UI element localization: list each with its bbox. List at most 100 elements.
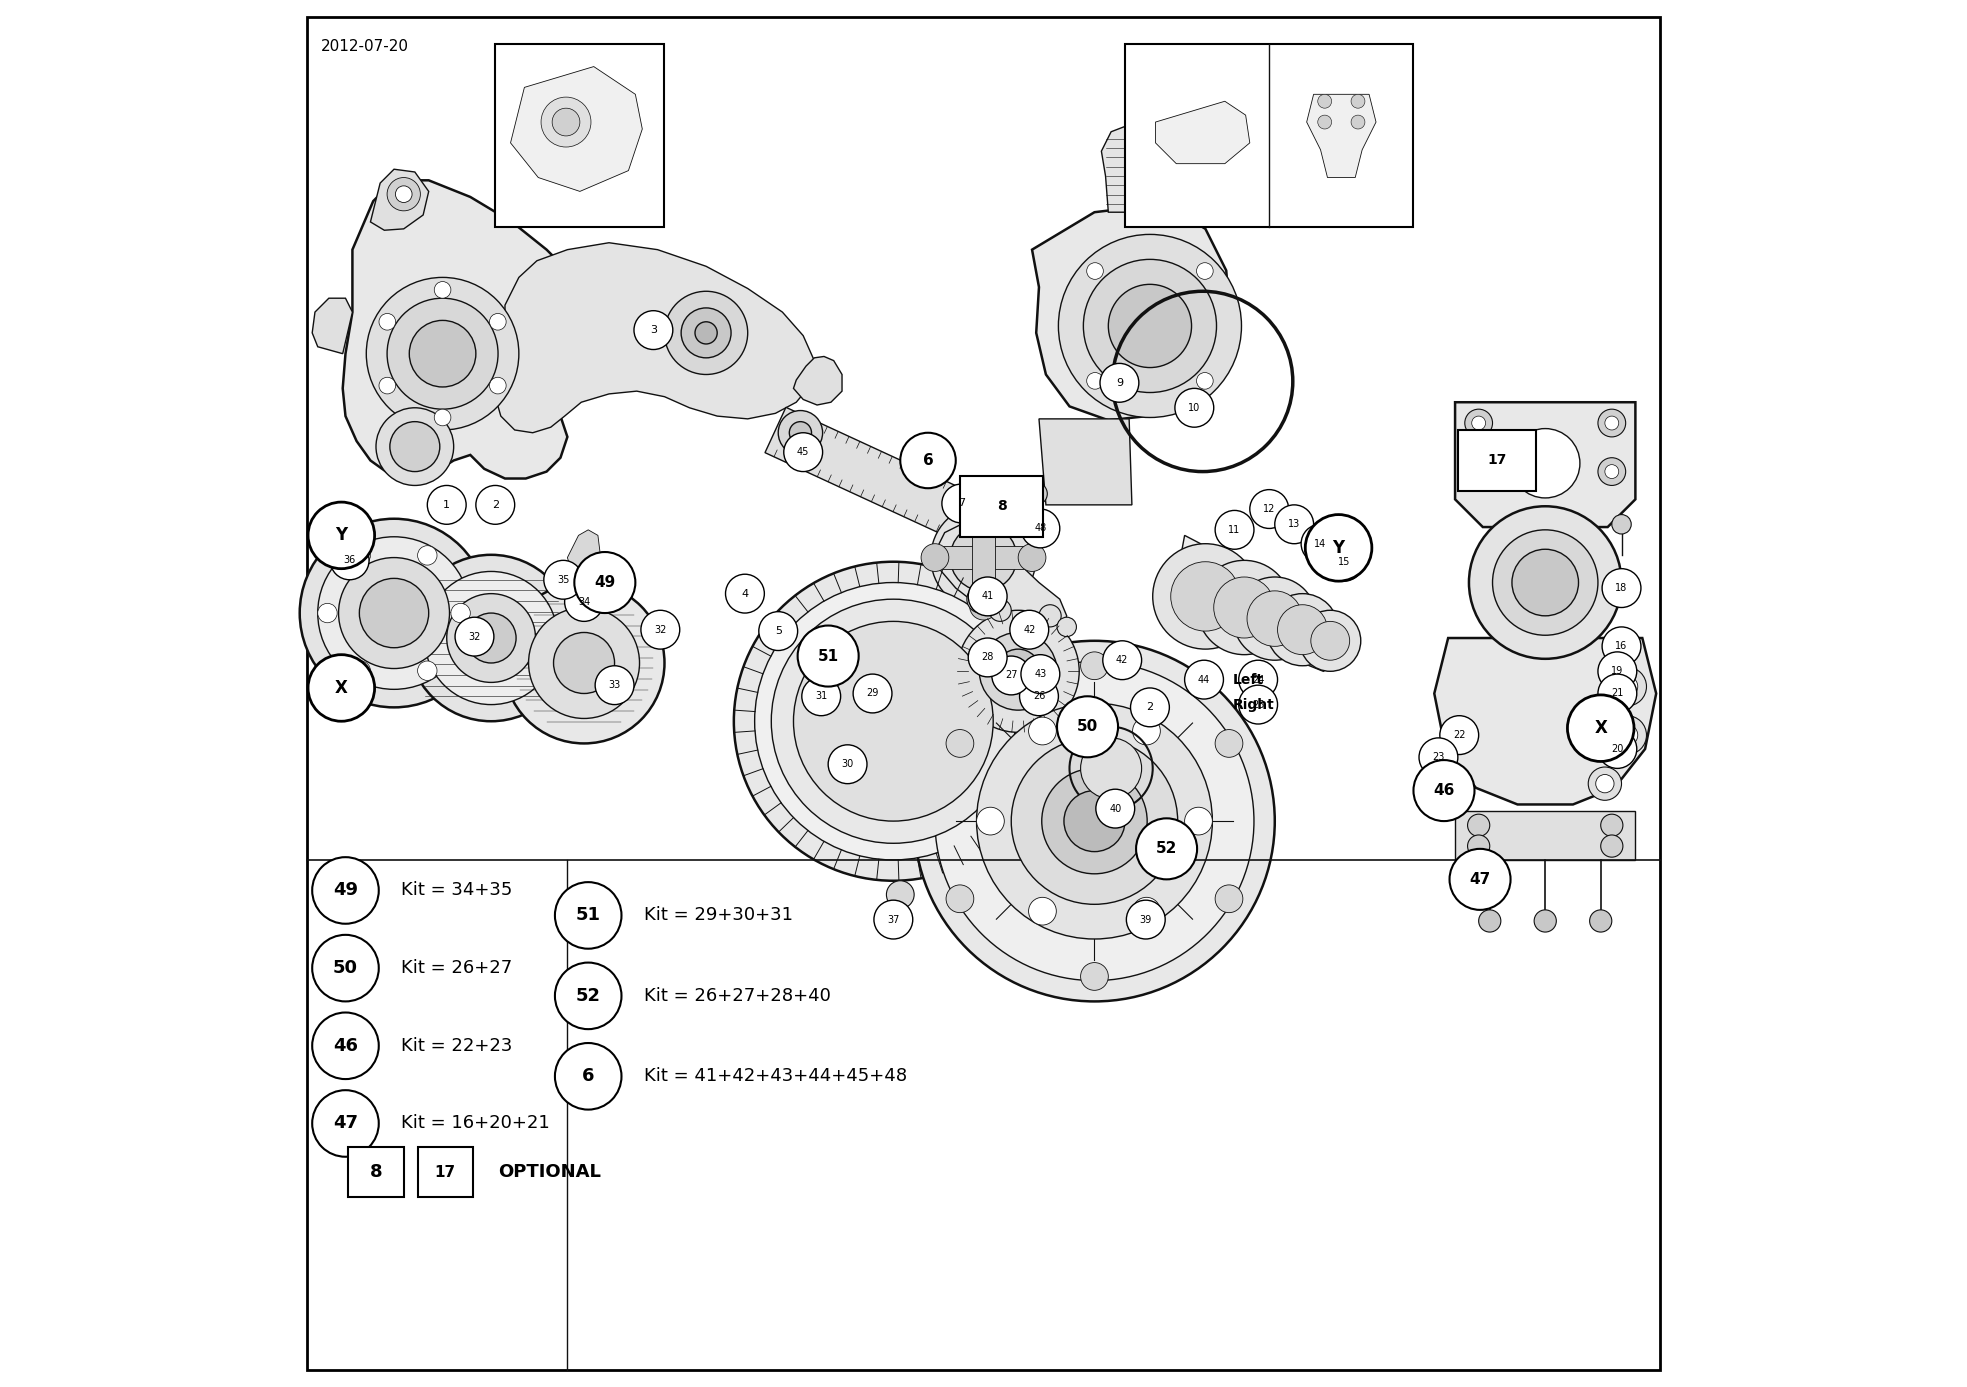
Circle shape xyxy=(1086,262,1103,279)
Circle shape xyxy=(409,320,476,387)
Text: 7: 7 xyxy=(958,498,966,509)
Circle shape xyxy=(299,519,488,707)
Text: 10: 10 xyxy=(1188,402,1200,413)
Circle shape xyxy=(1607,716,1646,755)
Circle shape xyxy=(1096,789,1135,828)
Circle shape xyxy=(555,882,622,949)
Circle shape xyxy=(1306,515,1371,581)
Circle shape xyxy=(1019,677,1058,716)
Text: 42: 42 xyxy=(1115,655,1129,666)
Circle shape xyxy=(1080,738,1141,799)
Circle shape xyxy=(541,97,590,147)
Circle shape xyxy=(854,674,891,713)
Circle shape xyxy=(1318,115,1332,129)
Circle shape xyxy=(555,963,622,1029)
Circle shape xyxy=(1039,605,1060,627)
Circle shape xyxy=(1275,505,1314,544)
Text: 42: 42 xyxy=(1023,624,1035,635)
Circle shape xyxy=(1080,652,1107,680)
Bar xyxy=(496,44,665,227)
Circle shape xyxy=(771,599,1015,843)
Circle shape xyxy=(1605,465,1619,479)
Text: 4: 4 xyxy=(742,588,749,599)
Circle shape xyxy=(1174,388,1214,427)
Polygon shape xyxy=(1434,638,1656,804)
Circle shape xyxy=(1011,738,1178,904)
Circle shape xyxy=(1216,730,1243,757)
Circle shape xyxy=(887,881,915,908)
Circle shape xyxy=(982,648,995,662)
Circle shape xyxy=(1239,660,1277,699)
Text: 41: 41 xyxy=(982,591,993,602)
Text: Kit = 26+27: Kit = 26+27 xyxy=(401,960,511,976)
Circle shape xyxy=(1300,524,1340,563)
Text: 50: 50 xyxy=(332,960,358,976)
Text: 32: 32 xyxy=(655,624,667,635)
Circle shape xyxy=(1267,594,1340,666)
Text: 49: 49 xyxy=(332,882,358,899)
Circle shape xyxy=(1511,429,1580,498)
Text: 47: 47 xyxy=(332,1115,358,1132)
Circle shape xyxy=(387,178,421,211)
Circle shape xyxy=(873,900,913,939)
Circle shape xyxy=(435,282,450,298)
Circle shape xyxy=(1318,94,1332,108)
Circle shape xyxy=(789,422,812,444)
Bar xyxy=(1458,430,1536,491)
Text: 46: 46 xyxy=(332,1037,358,1054)
Circle shape xyxy=(694,322,718,344)
Circle shape xyxy=(755,583,1033,860)
Circle shape xyxy=(309,655,374,721)
Bar xyxy=(928,546,1039,569)
Polygon shape xyxy=(793,356,842,405)
Circle shape xyxy=(915,641,1275,1001)
Circle shape xyxy=(976,703,1212,939)
Circle shape xyxy=(930,505,1037,610)
Circle shape xyxy=(633,311,673,350)
Text: 48: 48 xyxy=(1035,523,1046,534)
Circle shape xyxy=(1310,621,1349,660)
Circle shape xyxy=(1467,814,1489,836)
Circle shape xyxy=(553,108,580,136)
Bar xyxy=(960,476,1043,537)
Polygon shape xyxy=(511,67,643,191)
Text: 26: 26 xyxy=(1033,691,1044,702)
Circle shape xyxy=(1133,717,1161,745)
Circle shape xyxy=(1589,910,1611,932)
Circle shape xyxy=(783,433,822,472)
Text: Kit = 26+27+28+40: Kit = 26+27+28+40 xyxy=(643,988,830,1004)
Circle shape xyxy=(1216,510,1255,549)
Circle shape xyxy=(1009,610,1048,649)
Circle shape xyxy=(407,555,574,721)
Circle shape xyxy=(1601,814,1623,836)
Circle shape xyxy=(435,409,450,426)
Text: 35: 35 xyxy=(557,574,568,585)
Circle shape xyxy=(970,592,997,620)
Text: 29: 29 xyxy=(865,688,879,699)
Circle shape xyxy=(1019,544,1046,571)
Circle shape xyxy=(389,422,441,472)
Circle shape xyxy=(366,277,519,430)
Text: 39: 39 xyxy=(1139,914,1153,925)
Circle shape xyxy=(989,599,1011,621)
Circle shape xyxy=(1056,617,1076,637)
Text: Kit = 22+23: Kit = 22+23 xyxy=(401,1037,511,1054)
Circle shape xyxy=(1324,542,1363,581)
Bar xyxy=(348,1147,403,1197)
Circle shape xyxy=(380,313,395,330)
Circle shape xyxy=(476,485,515,524)
Circle shape xyxy=(1153,544,1259,649)
Text: 30: 30 xyxy=(842,759,854,770)
Circle shape xyxy=(565,583,604,621)
Text: 13: 13 xyxy=(1288,519,1300,530)
Text: 49: 49 xyxy=(594,576,616,589)
Polygon shape xyxy=(1155,101,1249,164)
Circle shape xyxy=(1493,530,1597,635)
Circle shape xyxy=(360,578,429,648)
Circle shape xyxy=(1601,569,1640,608)
Circle shape xyxy=(395,186,411,203)
Circle shape xyxy=(466,613,515,663)
Circle shape xyxy=(417,545,437,565)
Polygon shape xyxy=(765,408,966,535)
Circle shape xyxy=(1597,458,1625,485)
